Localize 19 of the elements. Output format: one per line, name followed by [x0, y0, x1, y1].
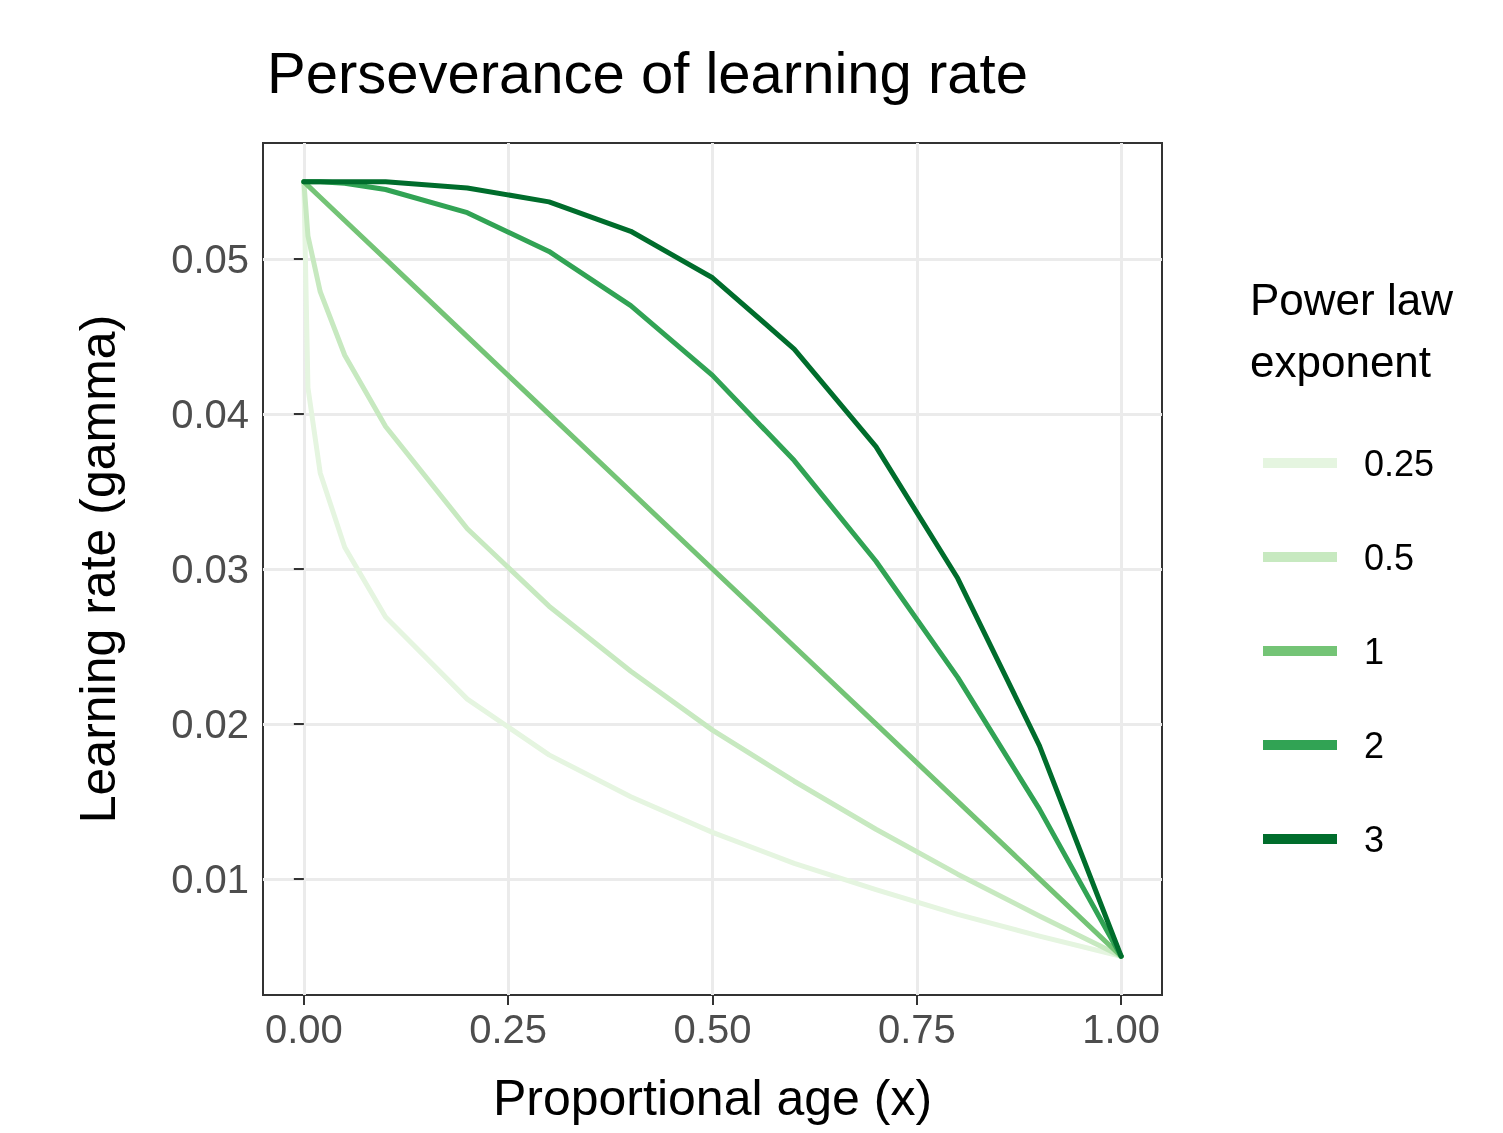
legend-label: 3: [1364, 818, 1385, 860]
legend-label: 0.5: [1364, 536, 1415, 578]
legend-label: 0.25: [1364, 442, 1435, 484]
legend-title: Power law exponent: [1250, 274, 1454, 386]
x-tick-label: 0.25: [469, 1007, 548, 1051]
x-axis-title: Proportional age (x): [492, 1070, 933, 1126]
x-tick-label: 0.50: [673, 1007, 752, 1051]
y-tick-label: 0.05: [171, 237, 249, 282]
chart-title: Perseverance of learning rate: [267, 39, 1028, 105]
y-tick-label: 0.02: [171, 701, 249, 746]
y-tick-label: 0.03: [171, 547, 249, 591]
y-tick-label: 0.01: [171, 856, 249, 901]
x-tick-label: 0.75: [877, 1007, 956, 1051]
y-axis-title: Learning rate (gamma): [70, 314, 126, 824]
x-tick-label: 0.00: [264, 1007, 343, 1051]
y-tick-label: 0.04: [171, 392, 249, 437]
legend-label: 2: [1364, 724, 1385, 766]
legend-label: 1: [1364, 630, 1385, 672]
x-tick-label: 1.00: [1082, 1007, 1161, 1051]
